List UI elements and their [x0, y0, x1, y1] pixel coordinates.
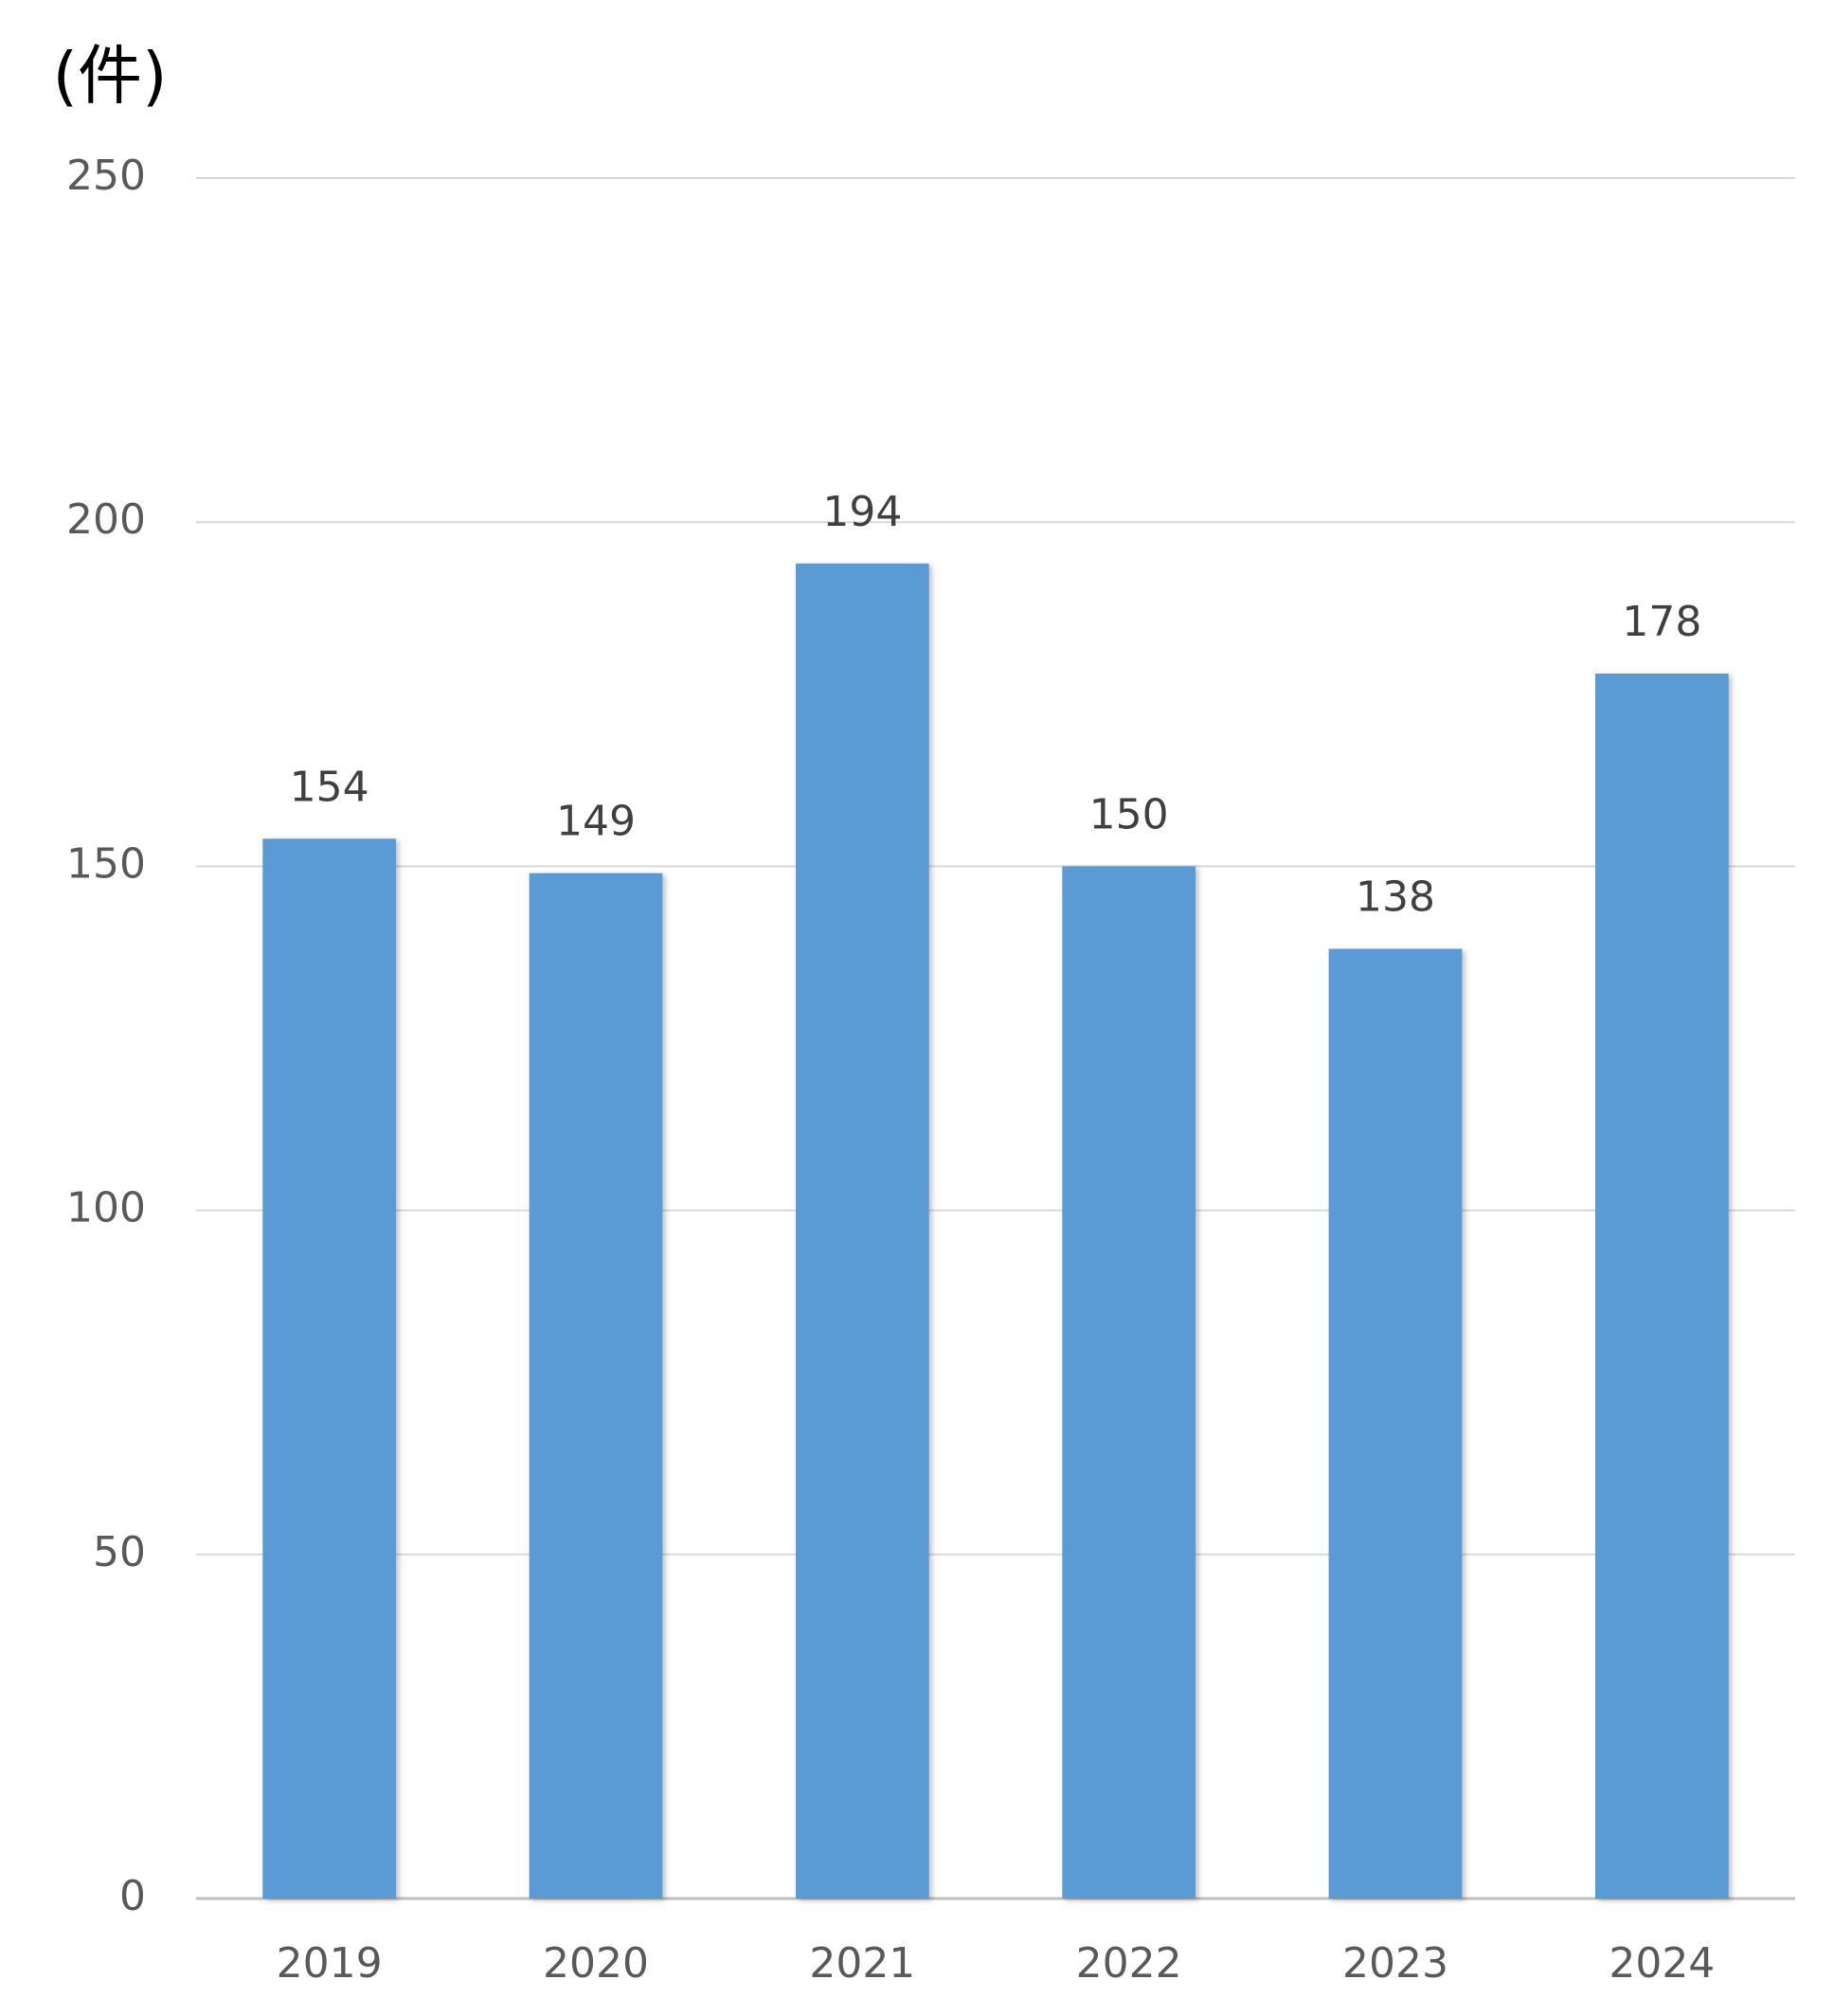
- bar: [1328, 948, 1463, 1899]
- bar: [1595, 674, 1729, 1899]
- y-tick-label: 50: [93, 1528, 146, 1576]
- y-tick-label: 150: [66, 839, 146, 888]
- data-label: 149: [556, 798, 636, 846]
- x-tick-label: 2022: [1076, 1939, 1182, 1988]
- data-label: 138: [1356, 873, 1435, 922]
- bar: [262, 838, 396, 1899]
- bar: [796, 563, 929, 1899]
- chart-title: (件): [52, 40, 167, 115]
- y-tick-label: 100: [66, 1184, 146, 1233]
- x-tick-label: 2019: [277, 1939, 383, 1988]
- y-tick-label: 200: [66, 495, 146, 544]
- y-tick-label: 0: [119, 1872, 146, 1920]
- bar: [1062, 866, 1196, 1899]
- data-label: 150: [1089, 790, 1169, 838]
- data-label: 194: [822, 488, 902, 536]
- x-tick-label: 2024: [1609, 1939, 1715, 1988]
- bar: [529, 873, 663, 1899]
- data-label: 178: [1622, 598, 1701, 646]
- x-tick-label: 2021: [809, 1939, 915, 1988]
- x-tick-label: 2020: [543, 1939, 649, 1988]
- data-label: 154: [290, 763, 369, 811]
- y-tick-label: 250: [66, 152, 146, 200]
- x-tick-label: 2023: [1342, 1939, 1448, 1988]
